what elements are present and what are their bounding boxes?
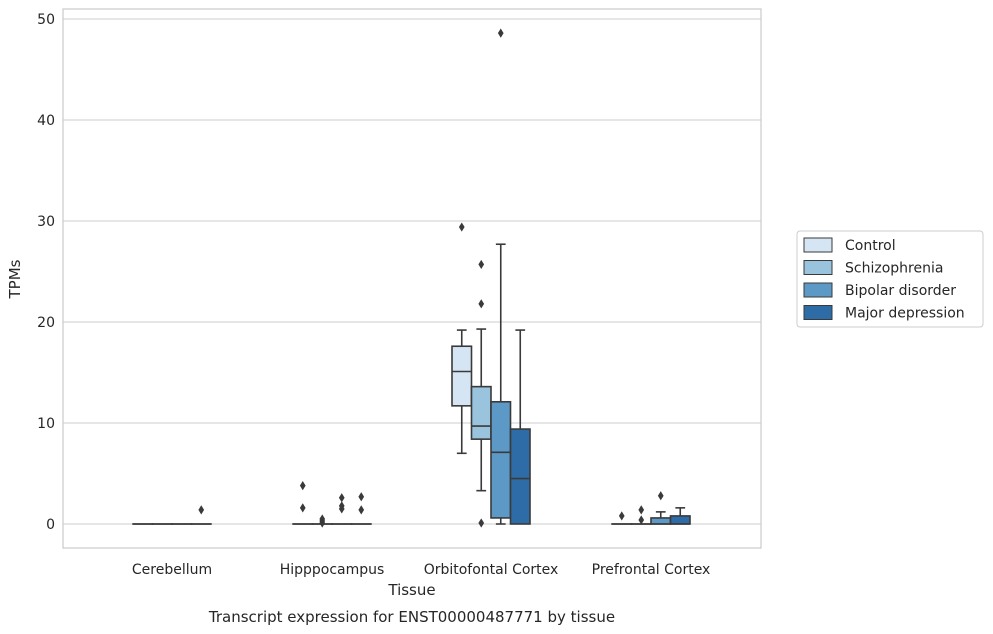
box: [311, 514, 333, 528]
legend-swatch: [803, 305, 833, 320]
x-tick-label: Cerebellum: [132, 562, 212, 578]
outlier-point: [638, 505, 645, 515]
legend-label: Schizophrenia: [845, 261, 943, 277]
x-tick-label: Prefrontal Cortex: [592, 562, 711, 578]
outlier-point: [657, 491, 664, 501]
outlier-point: [638, 515, 645, 525]
outlier-point: [319, 518, 326, 528]
box: [190, 505, 212, 525]
y-tick-label: 40: [37, 113, 55, 129]
box: [470, 259, 492, 528]
y-tick-label: 10: [37, 416, 55, 432]
series-bipolar-disorder: [171, 28, 672, 525]
plot-frame: [62, 8, 762, 549]
box: [292, 481, 314, 525]
outlier-point: [478, 259, 485, 270]
legend-label: Bipolar disorder: [845, 283, 956, 299]
outlier-point: [299, 503, 306, 513]
legend-entry: Schizophrenia: [803, 260, 943, 277]
legend-entry: Bipolar disorder: [803, 282, 956, 299]
outlier-point: [618, 511, 625, 521]
outlier-point: [338, 504, 345, 514]
outlier-point: [358, 505, 365, 515]
x-tick-label: Hipppocampus: [280, 562, 385, 578]
legend: Control Schizophrenia Bipolar disorder Majo…: [796, 230, 984, 328]
outlier-point: [478, 518, 485, 528]
box-series: [132, 28, 691, 528]
box: [669, 507, 691, 525]
legend-entry: Control: [803, 237, 896, 254]
y-tick-labels: 0 10 20 30 40 50: [37, 12, 55, 533]
y-tick-label: 30: [37, 214, 55, 230]
box: [509, 329, 531, 525]
legend-entry: Major depression: [803, 305, 965, 322]
series-schizophrenia: [151, 259, 652, 528]
x-tick-labels: Cerebellum Hipppocampus Orbitofontal Corte…: [132, 562, 710, 578]
box-body: [451, 345, 473, 407]
legend-swatch: [803, 282, 833, 298]
x-tick-label: Orbitofontal Cortex: [424, 562, 559, 578]
box-body: [509, 428, 531, 525]
series-control: [132, 222, 633, 525]
box-body: [650, 517, 672, 525]
outlier-point: [478, 299, 485, 309]
box: [650, 491, 672, 525]
outlier-point: [338, 493, 345, 503]
box: [350, 492, 372, 525]
box: [451, 222, 473, 455]
box: [630, 505, 652, 525]
series-major-depression: [190, 329, 691, 525]
legend-frame: [796, 230, 984, 328]
box-body: [669, 515, 691, 525]
legend-label: Major depression: [845, 306, 965, 322]
box: [490, 28, 512, 525]
y-axis-label: TPMs: [6, 259, 24, 299]
legend-label: Control: [845, 238, 896, 254]
legend-swatch: [803, 237, 833, 253]
chart-title: Transcript expression for ENST0000048777…: [208, 608, 615, 626]
x-axis-label: Tissue: [387, 581, 435, 599]
outlier-point: [497, 28, 504, 38]
y-tick-label: 20: [37, 315, 55, 331]
box: [611, 511, 633, 525]
box-body: [470, 385, 492, 440]
box-body: [490, 400, 512, 519]
outlier-point: [198, 505, 205, 515]
y-tick-label: 50: [37, 12, 55, 28]
grid-lines: [63, 18, 761, 525]
legend-swatch: [803, 260, 833, 275]
outlier-point: [458, 222, 465, 232]
outlier-point: [299, 481, 306, 491]
y-tick-label: 0: [46, 517, 55, 533]
box: [331, 493, 353, 525]
outlier-point: [358, 492, 365, 502]
